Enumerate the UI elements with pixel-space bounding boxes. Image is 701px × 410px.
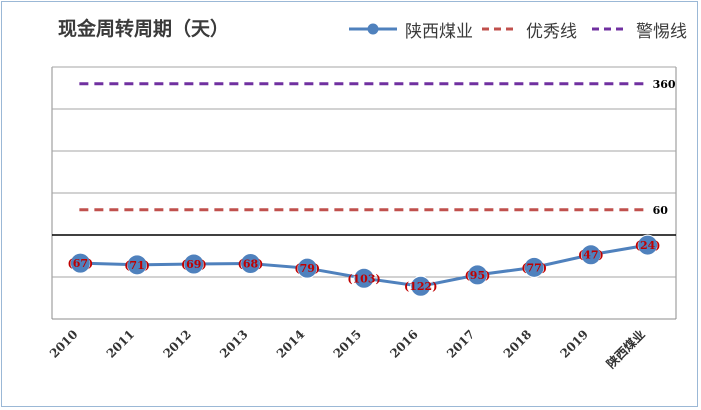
legend-label-main-series: 陕西煤业 xyxy=(405,21,473,42)
x-tick-label: 2019 xyxy=(558,327,592,361)
x-tick-label: 2017 xyxy=(444,327,478,361)
data-label: (68) xyxy=(238,258,264,271)
legend-dashed-line-icon xyxy=(482,27,518,31)
data-point xyxy=(523,256,545,278)
legend-label-warning-line: 警惕线 xyxy=(636,21,687,42)
data-point xyxy=(240,253,262,275)
data-label: (47) xyxy=(578,249,604,262)
data-point xyxy=(410,275,432,297)
x-tick-label: 2011 xyxy=(104,327,138,361)
data-point xyxy=(296,257,318,279)
x-tick-label: 2018 xyxy=(501,327,535,361)
legend-item-warning-line: 警惕线 xyxy=(590,17,687,42)
warning-line-value-label: 360 xyxy=(653,78,676,91)
data-point xyxy=(183,253,205,275)
legend-item-main-series: 陕西煤业 xyxy=(347,17,473,42)
data-point xyxy=(69,252,91,274)
data-label: (103) xyxy=(347,272,380,285)
data-label: (71) xyxy=(124,259,150,272)
x-tick-label: 陕西煤业 xyxy=(603,327,648,372)
data-label: (79) xyxy=(294,262,320,275)
x-tick-label: 2013 xyxy=(217,327,251,361)
excellent-line-value-label: 60 xyxy=(653,204,669,217)
legend-label-excellent-line: 优秀线 xyxy=(526,21,577,42)
data-point xyxy=(126,254,148,276)
x-tick-label: 2014 xyxy=(274,327,308,361)
x-tick-label: 2015 xyxy=(331,327,365,361)
x-tick-label: 2010 xyxy=(47,327,81,361)
data-point xyxy=(637,234,659,256)
data-point xyxy=(353,267,375,289)
data-label: (122) xyxy=(404,280,437,293)
legend-item-excellent-line: 优秀线 xyxy=(480,17,577,42)
legend-dashed-line-icon xyxy=(592,27,628,31)
data-point xyxy=(580,244,602,266)
data-label: (67) xyxy=(68,257,94,270)
data-label: (77) xyxy=(521,261,547,274)
data-point xyxy=(466,264,488,286)
x-tick-label: 2016 xyxy=(387,327,421,361)
data-label: (24) xyxy=(635,239,661,252)
chart-title: 现金周转周期（天） xyxy=(58,18,230,40)
legend-line-marker-icon xyxy=(349,23,397,35)
x-tick-label: 2012 xyxy=(160,327,194,361)
data-label: (95) xyxy=(465,269,491,282)
data-label: (69) xyxy=(181,258,207,271)
